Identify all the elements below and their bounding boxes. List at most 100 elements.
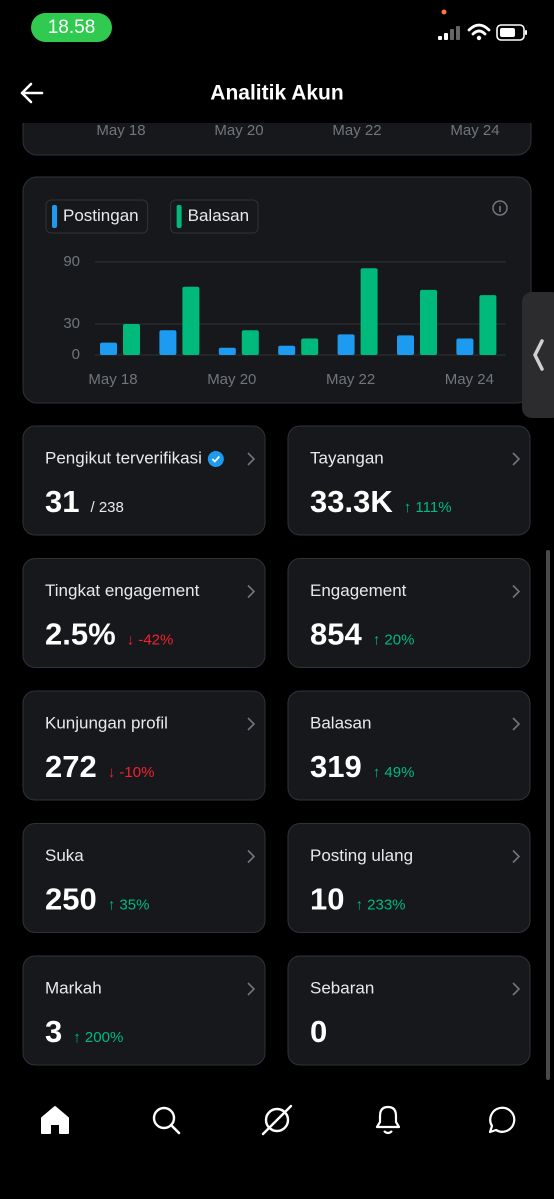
bar bbox=[301, 338, 319, 355]
bar bbox=[123, 324, 140, 355]
bar bbox=[278, 345, 296, 355]
card-chevron bbox=[512, 982, 521, 996]
legend-box[interactable] bbox=[170, 199, 259, 234]
stat-change: ↑ 20% bbox=[373, 631, 415, 648]
stat-card[interactable] bbox=[287, 425, 531, 536]
stat-value: 319 bbox=[310, 749, 362, 784]
x-tick-label: May 18 bbox=[88, 371, 137, 388]
bar bbox=[182, 286, 200, 355]
stat-suffix: / 238 bbox=[90, 499, 123, 516]
verified-check bbox=[211, 455, 221, 463]
card-chevron bbox=[247, 584, 256, 599]
stat-card[interactable] bbox=[287, 690, 531, 801]
stat-value: 250 bbox=[45, 882, 97, 917]
back-button[interactable] bbox=[20, 82, 44, 104]
y-tick-label: 30 bbox=[63, 315, 80, 332]
stat-card[interactable] bbox=[22, 955, 266, 1066]
signal-bar bbox=[450, 29, 454, 40]
y-tick-label: 90 bbox=[63, 253, 80, 270]
nav-grok[interactable] bbox=[264, 1107, 290, 1133]
stat-change: ↑ 200% bbox=[73, 1029, 123, 1046]
stat-label: Markah bbox=[45, 978, 102, 997]
stat-label: Suka bbox=[45, 846, 84, 865]
card-chevron bbox=[512, 584, 521, 599]
wifi-dot bbox=[476, 35, 482, 41]
y-tick-label: 0 bbox=[72, 346, 80, 363]
stat-value: 10 bbox=[310, 882, 344, 917]
signal-bar bbox=[438, 36, 442, 40]
verified-badge bbox=[207, 451, 224, 467]
nav-search[interactable] bbox=[152, 1106, 176, 1130]
stat-change: ↑ 49% bbox=[373, 764, 415, 781]
nav-notifications[interactable] bbox=[375, 1105, 401, 1135]
stat-card[interactable] bbox=[287, 823, 531, 933]
top-axis-label: May 18 bbox=[96, 122, 145, 139]
card-chevron bbox=[247, 982, 256, 996]
top-axis-label: May 22 bbox=[332, 122, 381, 139]
legend-label: Balasan bbox=[188, 206, 249, 225]
side-handle[interactable] bbox=[522, 292, 554, 418]
card-chevron bbox=[247, 452, 256, 466]
battery-level bbox=[500, 28, 515, 37]
scrollbar bbox=[546, 550, 550, 1080]
legend-label: Postingan bbox=[63, 206, 139, 225]
top-axis-label: May 24 bbox=[450, 122, 499, 139]
stat-label: Tayangan bbox=[310, 448, 384, 467]
stat-card[interactable] bbox=[22, 690, 266, 801]
legend-swatch bbox=[176, 205, 182, 228]
stat-card[interactable] bbox=[22, 823, 266, 933]
stat-label: Tingkat engagement bbox=[45, 581, 200, 600]
stat-card[interactable] bbox=[22, 558, 266, 668]
stat-label: Engagement bbox=[310, 581, 407, 600]
battery-tip bbox=[525, 30, 527, 35]
stat-card[interactable] bbox=[287, 558, 531, 668]
legend-swatch bbox=[52, 205, 57, 228]
nav-messages[interactable] bbox=[488, 1106, 516, 1134]
signal-bar bbox=[444, 33, 448, 40]
nav-search-handle bbox=[169, 1123, 181, 1135]
stat-card[interactable] bbox=[287, 955, 531, 1066]
legend-box[interactable] bbox=[45, 199, 149, 234]
side-handle-chevron bbox=[533, 339, 544, 371]
nav-grok-slash bbox=[261, 1104, 293, 1136]
time-pill bbox=[31, 13, 112, 42]
stat-label: Kunjungan profil bbox=[45, 713, 168, 732]
card-chevron bbox=[512, 849, 521, 864]
stat-change: ↑ 233% bbox=[355, 896, 405, 913]
status-time: 18.58 bbox=[48, 17, 96, 38]
bar bbox=[420, 289, 437, 355]
wifi-icon bbox=[467, 23, 491, 36]
battery bbox=[496, 24, 525, 41]
signal-bar bbox=[456, 26, 460, 40]
stat-value: 272 bbox=[45, 749, 97, 784]
stat-value: 31 bbox=[45, 484, 79, 519]
bar bbox=[456, 338, 474, 355]
top-axis-label: May 20 bbox=[214, 122, 263, 139]
nav-home[interactable] bbox=[41, 1106, 69, 1134]
card-chevron bbox=[512, 452, 521, 466]
stat-card[interactable] bbox=[22, 425, 266, 536]
x-tick-label: May 20 bbox=[207, 371, 256, 388]
card-chevron bbox=[247, 849, 256, 864]
x-tick-label: May 22 bbox=[326, 371, 375, 388]
stat-change: ↓ -42% bbox=[127, 631, 174, 648]
bar bbox=[479, 295, 497, 355]
x-tick-label: May 24 bbox=[445, 371, 494, 388]
stat-value: 33.3K bbox=[310, 484, 393, 519]
stat-value: 854 bbox=[310, 617, 362, 652]
stat-label: Balasan bbox=[310, 713, 371, 732]
info-icon[interactable] bbox=[492, 200, 508, 216]
card-chevron bbox=[247, 717, 256, 731]
stat-label: Posting ulang bbox=[310, 846, 413, 865]
stat-change: ↑ 35% bbox=[108, 896, 150, 913]
bar bbox=[100, 342, 117, 355]
stat-label: Sebaran bbox=[310, 978, 374, 997]
bar bbox=[337, 334, 355, 355]
bar bbox=[397, 335, 414, 355]
stat-value: 2.5% bbox=[45, 617, 116, 652]
stat-change: ↑ 111% bbox=[404, 499, 452, 516]
bar bbox=[159, 330, 177, 355]
page-title: Analitik Akun bbox=[210, 82, 343, 105]
